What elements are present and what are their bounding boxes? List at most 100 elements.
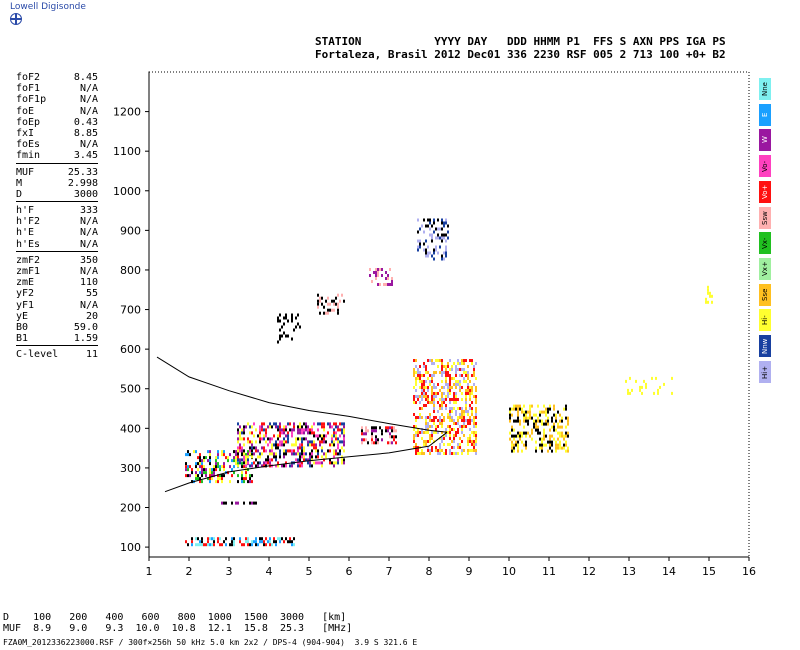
echo-point: [443, 224, 445, 228]
echo-point: [215, 462, 217, 466]
echo-point: [429, 218, 431, 222]
echo-point: [439, 389, 441, 392]
echo-point: [557, 443, 559, 447]
echo-point: [561, 446, 563, 450]
echo-point: [555, 413, 557, 417]
echo-point: [555, 416, 557, 420]
echo-point: [547, 410, 549, 414]
echo-point: [439, 437, 441, 440]
echo-point: [273, 434, 275, 438]
echo-point: [279, 440, 281, 444]
echo-point: [323, 458, 325, 462]
echo-point: [211, 477, 213, 481]
echo-point: [451, 440, 453, 443]
echo-point: [467, 437, 469, 440]
echo-point: [343, 443, 345, 447]
echo-point: [567, 422, 569, 426]
echo-point: [441, 257, 443, 261]
echo-point: [465, 389, 467, 392]
echo-point: [389, 432, 391, 436]
echo-point: [429, 374, 431, 377]
echo-point: [561, 431, 563, 435]
legend-item: Vx+: [759, 257, 771, 280]
echo-point: [315, 461, 317, 465]
echo-point: [535, 419, 537, 423]
echo-point: [537, 425, 539, 429]
echo-point: [439, 419, 441, 422]
echo-point: [197, 543, 199, 547]
echo-point: [341, 461, 343, 465]
echo-point: [361, 438, 363, 442]
echo-point: [307, 431, 309, 435]
echo-point: [215, 465, 217, 469]
echo-point: [549, 440, 551, 444]
echo-point: [465, 425, 467, 428]
echo-point: [239, 446, 241, 450]
echo-point: [535, 425, 537, 429]
echo-point: [385, 429, 387, 433]
echo-point: [431, 392, 433, 395]
echo-point: [443, 419, 445, 422]
parameter-name: C-level: [16, 349, 59, 361]
echo-point: [467, 440, 469, 443]
echo-point: [435, 431, 437, 434]
echo-point: [319, 440, 321, 444]
echo-point: [319, 422, 321, 426]
echo-point: [663, 382, 665, 386]
echo-point: [259, 428, 261, 432]
echo-point: [423, 440, 425, 443]
echo-point: [511, 440, 513, 444]
echo-point: [195, 450, 197, 454]
parameter-row: MUF 25.33: [16, 167, 98, 178]
echo-point: [283, 540, 285, 544]
echo-point: [231, 540, 233, 544]
parameter-name: foEp: [16, 116, 41, 128]
echo-point: [541, 449, 543, 453]
echo-point: [447, 443, 449, 446]
echo-point: [249, 477, 251, 481]
echo-point: [271, 452, 273, 456]
echo-point: [295, 452, 297, 456]
echo-point: [543, 434, 545, 438]
echo-point: [381, 274, 383, 277]
echo-point: [211, 468, 213, 472]
echo-point: [299, 458, 301, 462]
echo-point: [415, 395, 417, 398]
echo-point: [301, 443, 303, 447]
echo-point: [523, 410, 525, 414]
echo-point: [277, 319, 279, 323]
echo-point: [537, 404, 539, 408]
echo-point: [267, 540, 269, 544]
echo-point: [553, 404, 555, 408]
echo-point: [445, 245, 447, 249]
echo-point: [659, 385, 661, 389]
echo-point: [441, 236, 443, 240]
echo-point: [241, 449, 243, 453]
echo-point: [251, 449, 253, 453]
echo-point: [201, 543, 203, 547]
parameter-value: N/A: [79, 139, 98, 151]
echo-point: [323, 437, 325, 441]
echo-point: [447, 389, 449, 392]
echo-point: [241, 465, 243, 469]
echo-point: [283, 316, 285, 320]
echo-point: [241, 437, 243, 441]
echo-point: [303, 428, 305, 432]
echo-point: [443, 371, 445, 374]
echo-point: [299, 437, 301, 441]
echo-point: [535, 413, 537, 417]
echo-point: [425, 368, 427, 371]
echo-point: [273, 455, 275, 459]
echo-point: [343, 425, 345, 429]
echo-point: [427, 218, 429, 222]
echo-point: [413, 434, 415, 437]
parameter-value: N/A: [79, 94, 98, 106]
echo-point: [187, 453, 189, 457]
echo-point: [475, 440, 477, 443]
echo-point: [275, 464, 277, 468]
echo-point: [459, 386, 461, 389]
echo-point: [255, 458, 257, 462]
echo-point: [291, 443, 293, 447]
echo-point: [249, 449, 251, 453]
echo-point: [657, 391, 659, 395]
